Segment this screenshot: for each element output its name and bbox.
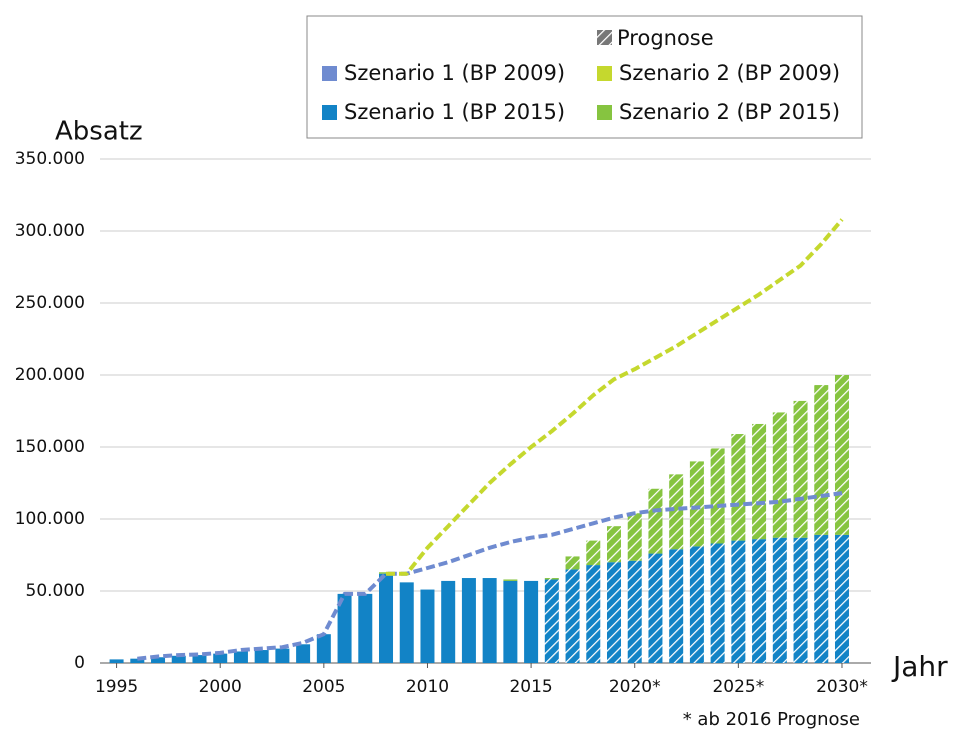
- bar: [710, 448, 725, 544]
- bar: [586, 565, 601, 663]
- bar: [358, 593, 373, 663]
- bar: [503, 580, 518, 663]
- legend-swatch: [597, 66, 612, 81]
- legend-label: Szenario 1 (BP 2009): [344, 61, 565, 85]
- y-axis-label: Absatz: [55, 117, 143, 147]
- y-tick-label: 100.000: [15, 509, 85, 529]
- bar: [752, 423, 767, 540]
- bar: [399, 582, 414, 663]
- y-tick-label: 0: [74, 653, 85, 673]
- bar: [731, 434, 746, 541]
- bar: [441, 580, 456, 663]
- bar: [420, 589, 435, 663]
- bar: [607, 526, 621, 563]
- bar: [544, 578, 559, 580]
- bar: [814, 534, 829, 663]
- legend-swatch: [597, 105, 612, 120]
- bar: [565, 556, 580, 570]
- x-tick-label: 2010: [406, 677, 449, 697]
- x-tick-label: 2030*: [816, 677, 868, 697]
- bar: [627, 513, 642, 561]
- bar: [171, 655, 186, 663]
- x-tick-label: 2015: [509, 677, 552, 697]
- bar: [814, 385, 829, 535]
- bar: [669, 474, 684, 550]
- x-axis-label: Jahr: [891, 650, 948, 683]
- bar: [337, 593, 352, 663]
- bar: [586, 540, 601, 566]
- legend-box: [306, 15, 863, 139]
- bar: [213, 653, 228, 663]
- bar: [565, 569, 580, 663]
- legend-swatch: [322, 66, 337, 81]
- bar: [772, 412, 787, 538]
- bar: [109, 659, 124, 663]
- legend-swatch: [322, 105, 337, 120]
- x-tick-label: 2005: [302, 677, 345, 697]
- bar: [752, 539, 767, 663]
- bar: [648, 488, 663, 554]
- bar: [503, 579, 518, 581]
- y-tick-label: 50.000: [26, 581, 85, 601]
- x-tick-label: 2020*: [609, 677, 661, 697]
- bar: [316, 634, 331, 663]
- bar: [461, 578, 476, 663]
- bar: [731, 540, 746, 663]
- bar: [834, 375, 849, 535]
- y-tick-label: 150.000: [15, 437, 85, 457]
- bar: [192, 655, 207, 663]
- bar: [275, 648, 290, 663]
- bar: [793, 400, 808, 538]
- y-tick-label: 300.000: [15, 221, 85, 241]
- y-tick-label: 200.000: [15, 365, 85, 385]
- bar: [233, 651, 248, 663]
- note: * ab 2016 Prognose: [683, 709, 860, 730]
- bar: [793, 537, 808, 663]
- bar: [607, 562, 621, 663]
- bar: [772, 537, 787, 663]
- bar: [482, 578, 497, 663]
- bar: [151, 657, 166, 663]
- y-tick-label: 250.000: [15, 293, 85, 313]
- bar: [130, 658, 145, 663]
- bar: [689, 546, 704, 663]
- bar: [648, 553, 663, 663]
- x-tick-label: 2000: [199, 677, 242, 697]
- legend-label: Szenario 1 (BP 2015): [344, 100, 565, 124]
- bar: [254, 650, 269, 663]
- bar: [379, 573, 394, 663]
- x-tick-label: 2025*: [712, 677, 764, 697]
- legend-label: Szenario 2 (BP 2009): [619, 61, 840, 85]
- y-tick-label: 350.000: [15, 149, 85, 169]
- bar: [689, 461, 704, 547]
- legend-label: Szenario 2 (BP 2015): [619, 100, 840, 124]
- bar: [710, 543, 725, 663]
- bar: [544, 579, 559, 663]
- x-tick-label: 1995: [95, 677, 138, 697]
- line: [137, 491, 843, 661]
- bar: [627, 560, 642, 663]
- bar: [296, 644, 311, 663]
- legend-swatch: [597, 30, 612, 45]
- bar: [524, 580, 539, 663]
- line: [386, 218, 844, 576]
- bar: [669, 549, 684, 663]
- bar: [834, 534, 849, 663]
- legend-label: Prognose: [617, 26, 714, 50]
